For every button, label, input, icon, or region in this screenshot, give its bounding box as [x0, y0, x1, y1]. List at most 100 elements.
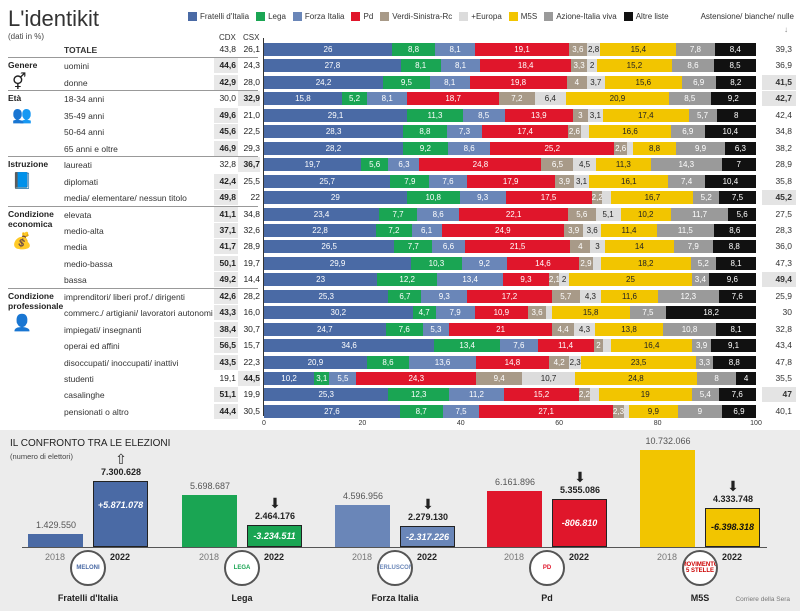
- bar-2018: [640, 449, 695, 547]
- bar-segment-verdi-sinistra-rc: 4,2: [548, 355, 570, 369]
- bar-segment-pd: 24,8: [419, 158, 542, 172]
- bar-segment-altre-liste: 8,8: [712, 355, 756, 369]
- asten-value: 49,4: [762, 272, 796, 288]
- stacked-bar: 24,2 9,5 8,1 19,8 4 3,7 15,6 6,9 8,2: [264, 75, 756, 89]
- csx-value: 34,8: [243, 208, 260, 219]
- bar-segment-fratelli-d-italia: 19,7: [264, 158, 361, 172]
- bar-segment-m5s: 9,9: [629, 404, 678, 418]
- bar-segment-fratelli-d-italia: 28,3: [264, 125, 404, 139]
- bar-segment-altre-liste: 18,2: [666, 306, 756, 320]
- bar-segment-forza-italia: 5,3: [422, 322, 449, 336]
- bar-segment-altre-liste: 8,5: [714, 59, 756, 73]
- bar-segment-verdi-sinistra-rc: 3: [572, 108, 588, 122]
- bar-segment-forza-italia: 9,2: [461, 256, 508, 270]
- bar-segment-altre-liste: 9,2: [710, 92, 756, 106]
- arrow-down-icon: ↓: [784, 25, 788, 34]
- value-2022: 7.300.628: [100, 466, 142, 477]
- axis-tick: 0: [262, 420, 266, 427]
- asten-value: 34,8: [775, 126, 792, 137]
- bar-segment-altre-liste: 8: [716, 108, 756, 122]
- bar-segment-fratelli-d-italia: 30,2: [264, 306, 413, 320]
- legend-item: Pd: [351, 12, 373, 21]
- bar-segment-verdi-sinistra-rc: 3,6: [569, 43, 587, 56]
- stacked-bar: 28,2 9,2 8,6 25,2 2,6 8,8 9,9 6,3: [264, 141, 756, 155]
- row-label: bassa: [64, 275, 87, 286]
- year-2018-label: 2018: [199, 552, 220, 562]
- value-2022: 5.355.086: [559, 484, 601, 495]
- table-row: medio-alta 37,1 32,6 22,8 7,2 6,1 24,9 3,9 3,6 11…: [0, 222, 800, 239]
- bar-segment-fratelli-d-italia: 25,7: [264, 174, 391, 188]
- table-row: media 41,7 28,9 26,5 7,7 6,6 21,5 4 3 14 7,9 8,8 36,…: [0, 239, 800, 255]
- credit: Corriere della Sera: [735, 596, 790, 603]
- value-2018: 4.596.956: [342, 491, 384, 502]
- row-label: donne: [64, 77, 88, 88]
- bar-segment-m5s: 15,6: [604, 75, 682, 89]
- bar-segment-verdi-sinistra-rc: 2,2: [591, 191, 603, 205]
- bar-segment--europa: 4,3: [573, 322, 596, 336]
- asten-value: 47: [762, 387, 796, 403]
- csx-value: 22,5: [243, 126, 260, 137]
- worker-icon: 👤: [12, 314, 32, 332]
- cdx-value: 49,6: [214, 107, 238, 123]
- bar-segment--europa: [545, 306, 552, 320]
- legend-label: Altre liste: [635, 12, 669, 21]
- bar-segment-lega: 7,6: [385, 322, 423, 336]
- year-2018-label: 2018: [657, 552, 678, 562]
- value-2022: 2.279.130: [407, 512, 449, 523]
- bar-segment-lega: 7,2: [376, 223, 412, 237]
- bar-segment-verdi-sinistra-rc: 2,6: [614, 141, 628, 155]
- bar-segment-m5s: 24,8: [574, 372, 697, 385]
- bar-segment-forza-italia: 8,1: [440, 59, 481, 73]
- legend: Fratelli d'Italia Lega Forza Italia Pd Verdi…: [188, 12, 669, 21]
- bar-segment-lega: 10,3: [411, 256, 462, 270]
- asten-value: 39,3: [775, 44, 792, 54]
- bar-segment-lega: 7,7: [394, 240, 433, 254]
- bar-segment-m5s: 14: [604, 240, 674, 254]
- bar-segment-forza-italia: 8,5: [462, 108, 505, 122]
- asten-value: 27,5: [775, 208, 792, 219]
- bar-segment--europa: 10,7: [522, 372, 575, 385]
- bar-segment-pd: 22,1: [459, 207, 569, 221]
- table-row: elevata 41,1 34,8 23,4 7,7 8,6 22,1 5,6 5,1 10,2 1…: [0, 206, 800, 223]
- bar-segment-fratelli-d-italia: 24,7: [264, 322, 386, 336]
- cdx-value: 43,8: [219, 44, 236, 54]
- table-row: pensionati o altro 44,4 30,5 27,6 8,7 7,5 27,1…: [0, 403, 800, 420]
- year-2022-label: 2022: [417, 552, 438, 562]
- bar-segment-forza-italia: 13,4: [437, 273, 504, 287]
- row-label: 18-34 anni: [64, 94, 105, 105]
- page-subtitle: (dati in %): [8, 32, 45, 41]
- cdx-value: 41,7: [214, 239, 238, 255]
- bar-segment-altre-liste: 6,3: [724, 141, 756, 155]
- asten-value: 42,4: [775, 109, 792, 120]
- bar-segment-pd: 17,5: [505, 191, 592, 205]
- bar-segment-lega: 7,7: [379, 207, 417, 221]
- table-row: impiegati/ insegnanti 38,4 30,7 24,7 7,6 5,3 2…: [0, 321, 800, 338]
- cdx-value: 42,4: [214, 173, 238, 189]
- bar-segment-fratelli-d-italia: 29,1: [264, 108, 408, 122]
- bar-2018: [182, 495, 237, 547]
- bar-segment-pd: 11,4: [537, 339, 594, 353]
- bar-segment-forza-italia: 9,3: [459, 191, 506, 205]
- bar-segment--europa: [627, 141, 633, 155]
- bar-segment-forza-italia: 7,6: [429, 174, 467, 188]
- money-bag-icon: 💰: [12, 232, 32, 250]
- value-2018: 5.698.687: [189, 481, 231, 492]
- asten-value: 45,2: [762, 190, 796, 206]
- bar-segment-m5s: 8,8: [632, 141, 677, 155]
- arrow-down-icon: ⬇: [574, 468, 586, 485]
- stacked-bar: 25,7 7,9 7,6 17,9 3,9 3,1 16,1 7,4 10,4: [264, 174, 756, 188]
- bar-segment--europa: [589, 388, 599, 402]
- bar-segment-verdi-sinistra-rc: 2,9: [578, 256, 594, 270]
- bar-segment-fratelli-d-italia: 23: [264, 273, 378, 287]
- bar-segment-verdi-sinistra-rc: 4: [570, 240, 591, 254]
- identikit-panel: L'identikit (dati in %) Fratelli d'Itali…: [0, 6, 800, 427]
- bar-segment-lega: 8,8: [403, 125, 447, 139]
- bar-segment-azione-italia-viva: 8,5: [668, 92, 711, 106]
- party-logo: LEGA: [224, 550, 260, 586]
- bar-segment-lega: 5,2: [341, 92, 368, 106]
- cdx-value: 32,8: [219, 159, 236, 170]
- party-logo: BERLUSCONI: [377, 550, 413, 586]
- stacked-bar: 15,8 5,2 8,1 18,7 7,2 6,4 20,9 8,5 9,2: [264, 92, 756, 106]
- bar-2022: +5.871.078: [93, 480, 148, 547]
- legend-label: Azione-Italia viva: [556, 12, 617, 21]
